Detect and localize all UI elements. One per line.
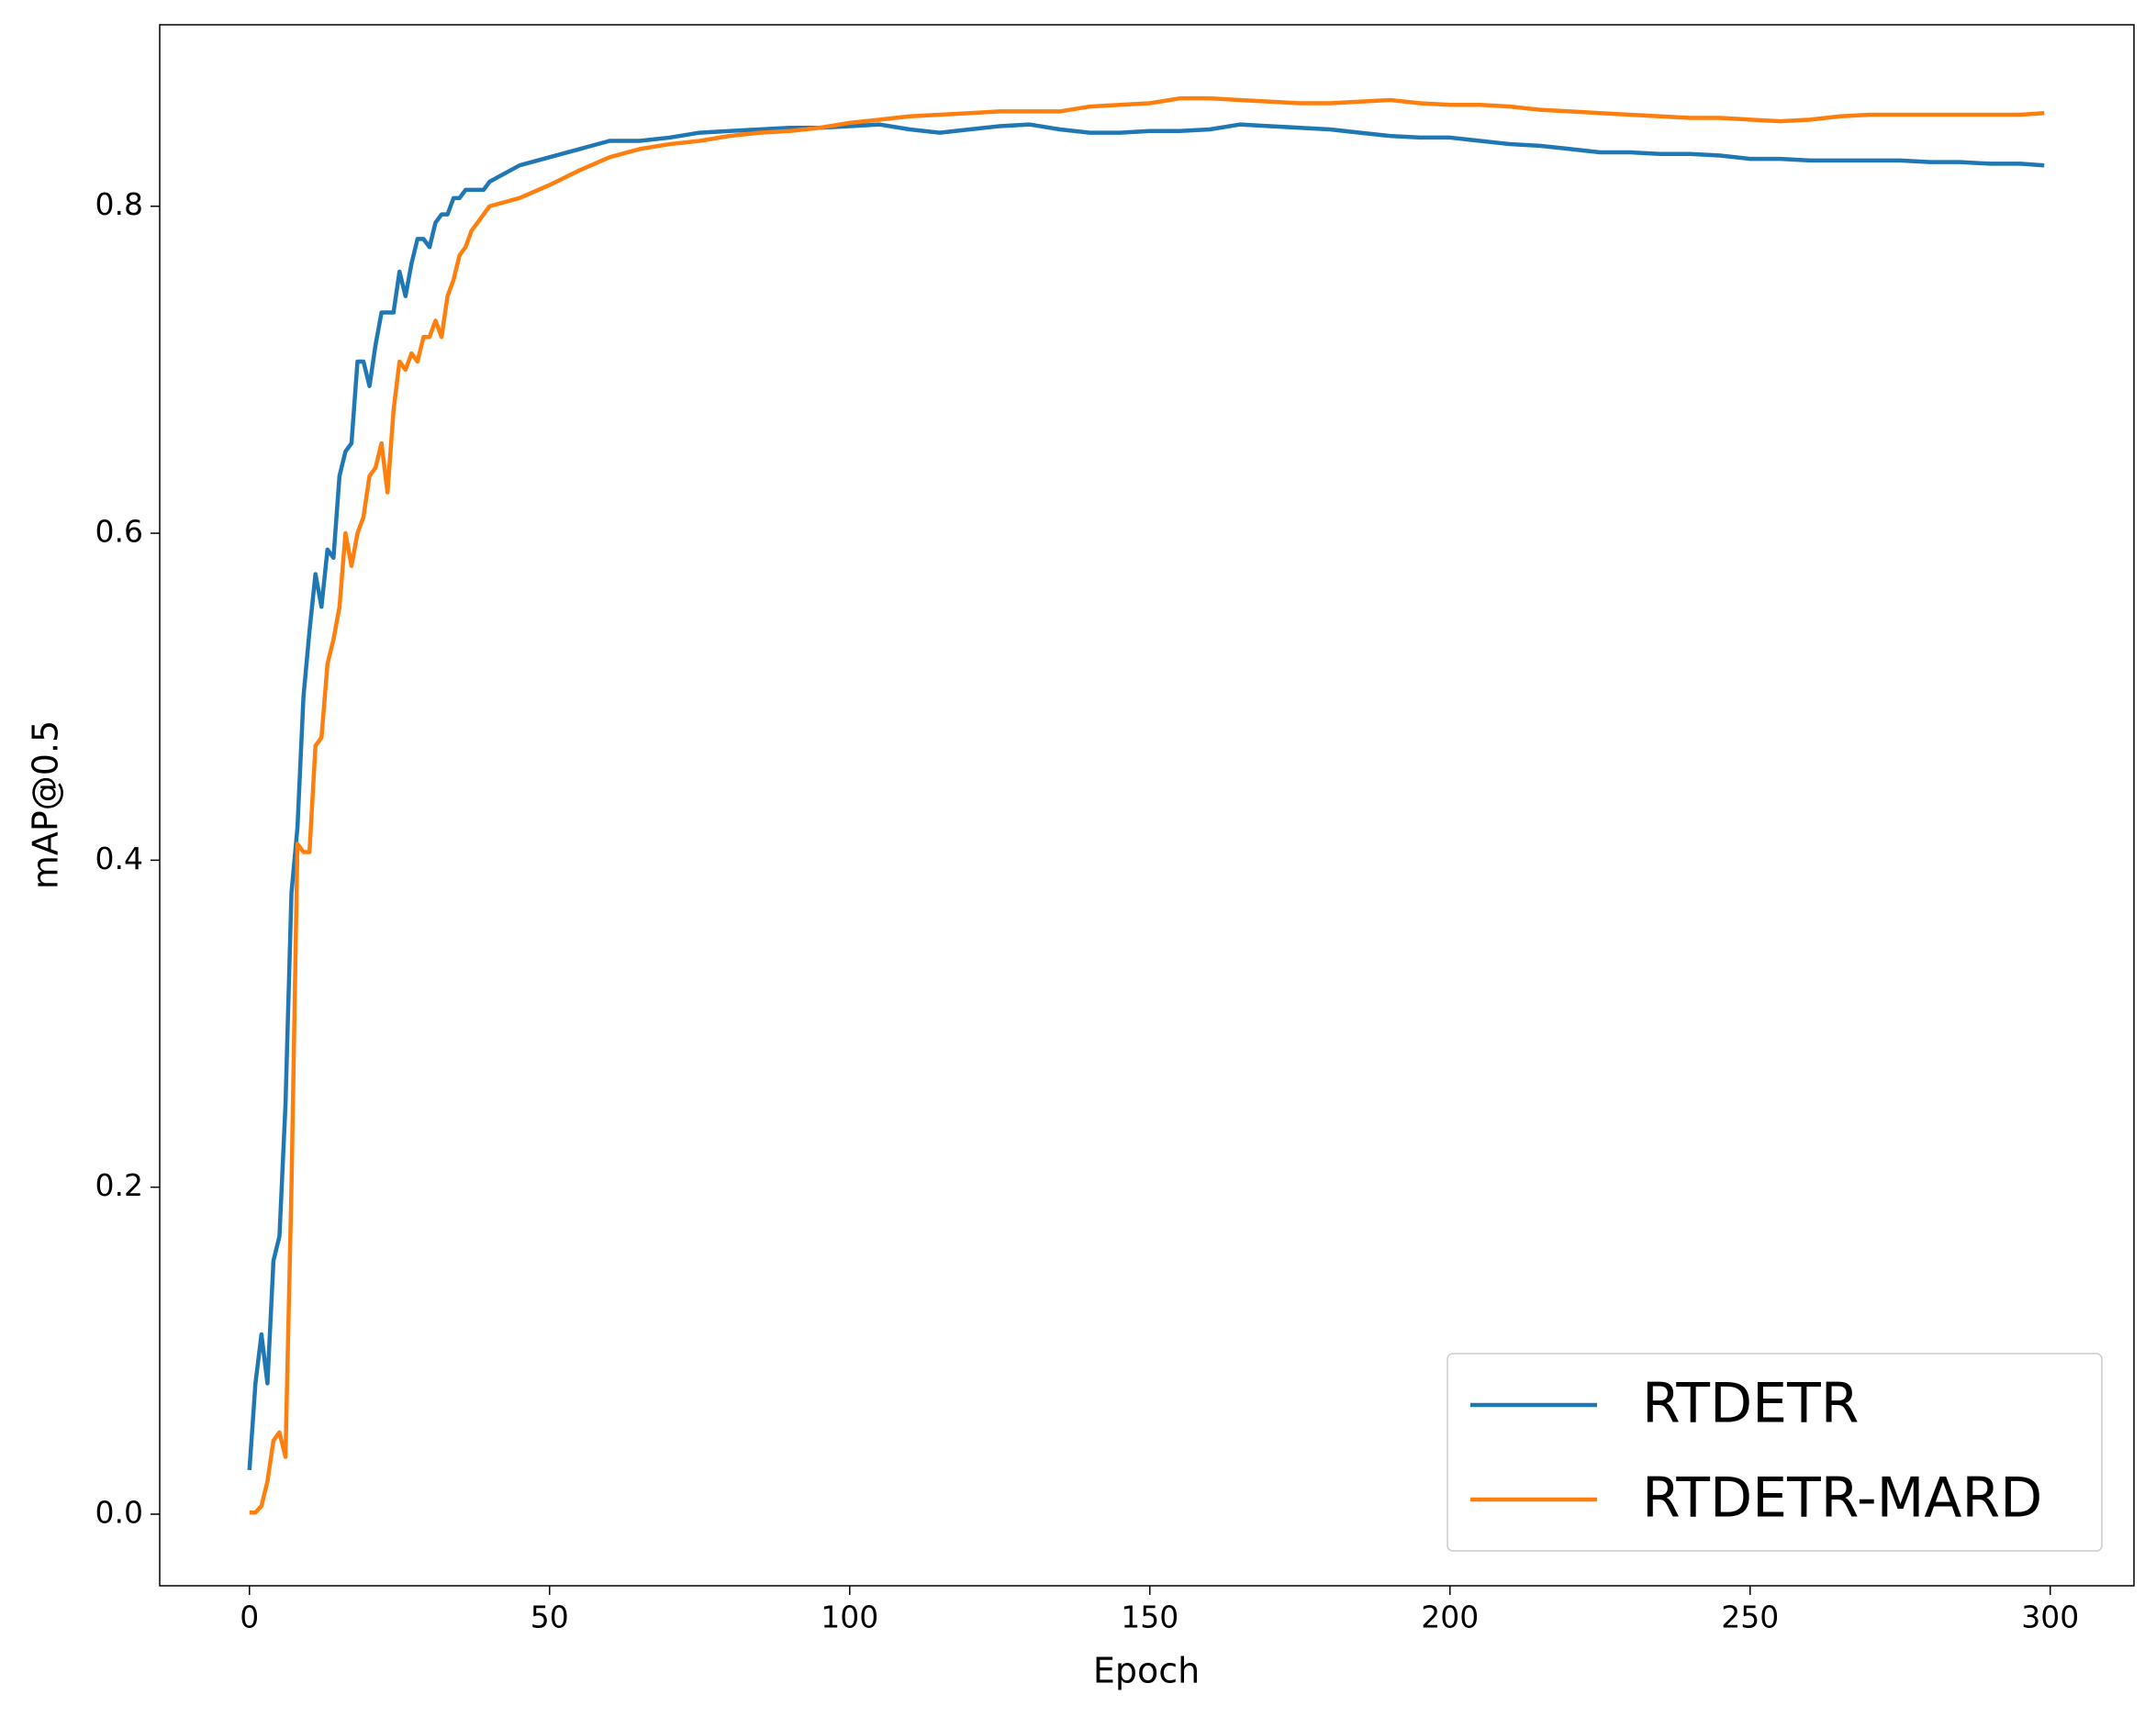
data-line (247, 122, 2045, 1471)
x-tick-label: 50 (531, 1600, 569, 1635)
y-tick-label: 0.2 (95, 1167, 143, 1203)
plot-frame (159, 24, 2135, 1587)
x-tick-label: 300 (2021, 1600, 2079, 1635)
y-tick-label: 0.6 (95, 514, 143, 550)
y-tick-label: 0.0 (95, 1494, 143, 1530)
y-axis-label: mAP@0.5 (26, 720, 66, 889)
legend-label: RTDETR-MARD (1642, 1466, 2042, 1531)
x-tick-label: 100 (821, 1600, 878, 1635)
x-tick-label: 250 (1721, 1600, 1779, 1635)
y-tick-label: 0.4 (95, 841, 143, 876)
x-axis-label: Epoch (1093, 1651, 1200, 1691)
legend-box (1447, 1353, 2103, 1552)
y-tick-label: 0.8 (95, 186, 143, 222)
x-tick-label: 150 (1121, 1600, 1179, 1635)
data-line (249, 95, 2045, 1515)
legend-label: RTDETR (1642, 1372, 1859, 1436)
x-tick-label: 200 (1421, 1600, 1479, 1635)
x-tick-label: 0 (240, 1600, 259, 1635)
